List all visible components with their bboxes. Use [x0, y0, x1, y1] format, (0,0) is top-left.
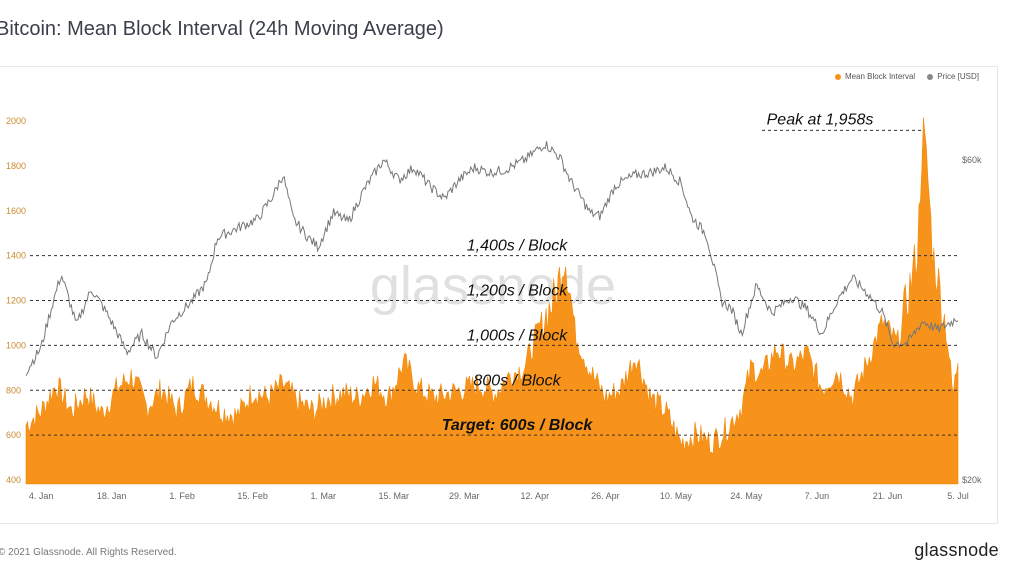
legend-item-mean-block-interval[interactable]: Mean Block Interval: [834, 72, 916, 81]
x-tick-label: 1. Mar: [310, 491, 336, 501]
reference-line-label: 1,200s / Block: [467, 283, 569, 300]
right-axis-ticks: $20k $60k: [962, 155, 982, 485]
peak-annotation: Peak at 1,958s: [767, 111, 874, 128]
x-tick-label: 15. Feb: [237, 491, 268, 501]
legend-dot-gray-icon: [927, 73, 934, 80]
left-tick-label: 2000: [6, 116, 26, 126]
watermark: glassnode: [370, 256, 616, 316]
right-tick-label: $60k: [962, 155, 982, 165]
x-tick-label: 21. Jun: [873, 491, 903, 501]
x-tick-label: 26. Apr: [591, 491, 620, 501]
left-tick-label: 800: [6, 385, 21, 395]
left-tick-label: 1000: [6, 340, 26, 350]
x-tick-label: 4. Jan: [29, 491, 54, 501]
glassnode-logo[interactable]: glassnode: [914, 540, 999, 560]
reference-line-label: Target: 600s / Block: [442, 417, 594, 434]
left-axis-ticks: 400 600 800 1000 1200 1400 1600 1800 2000: [6, 116, 26, 485]
mean-block-interval-area: [25, 117, 959, 485]
reference-line-label: 800s / Block: [473, 372, 561, 389]
chart-title: Bitcoin: Mean Block Interval (24h Moving…: [0, 18, 444, 40]
x-axis-ticks: 4. Jan 18. Jan 1. Feb 15. Feb 1. Mar 15. Mar 2…: [29, 491, 969, 501]
legend: Mean Block Interval Price [USD]: [834, 72, 979, 81]
left-tick-label: 600: [6, 430, 21, 440]
left-tick-label: 1400: [6, 251, 26, 261]
legend-label-mean-block-interval: Mean Block Interval: [844, 72, 916, 81]
x-tick-label: 24. May: [730, 491, 763, 501]
x-tick-label: 15. Mar: [379, 491, 410, 501]
legend-label-price: Price [USD]: [937, 72, 979, 81]
x-tick-label: 12. Apr: [521, 491, 550, 501]
left-tick-label: 400: [6, 475, 21, 485]
x-tick-label: 5. Jul: [947, 491, 969, 501]
reference-line-label: 1,400s / Block: [467, 238, 569, 255]
left-tick-label: 1600: [6, 206, 26, 216]
reference-lines: 1,400s / Block 1,200s / Block 1,000s / Blo…: [30, 238, 958, 436]
left-tick-label: 1800: [6, 161, 26, 171]
right-tick-label: $20k: [962, 475, 982, 485]
reference-line-label: 1,000s / Block: [467, 327, 569, 344]
legend-dot-orange-icon: [834, 73, 841, 80]
x-tick-label: 29. Mar: [449, 491, 480, 501]
legend-item-price[interactable]: Price [USD]: [927, 72, 979, 81]
left-tick-label: 1200: [6, 296, 26, 306]
x-tick-label: 10. May: [660, 491, 693, 501]
x-tick-label: 7. Jun: [805, 491, 830, 501]
x-tick-label: 1. Feb: [169, 491, 195, 501]
x-tick-label: 18. Jan: [97, 491, 127, 501]
copyright-text: © 2021 Glassnode. All Rights Reserved.: [0, 547, 177, 558]
price-line: [25, 141, 959, 376]
